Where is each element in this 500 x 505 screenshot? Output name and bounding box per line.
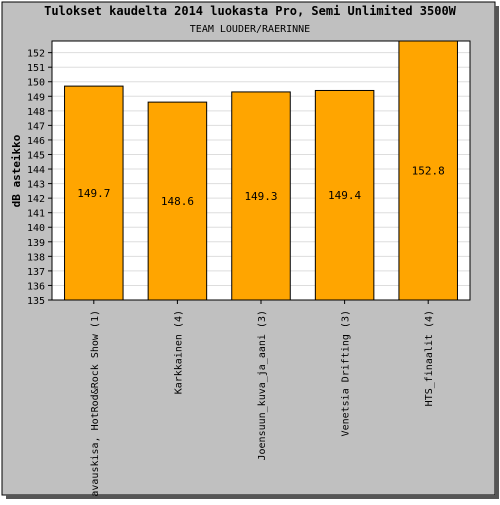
bar [231, 91, 291, 301]
y-tick-label: 147 [27, 121, 45, 132]
bar-value-label: 152.8 [412, 165, 445, 178]
bars-group: 149.7 148.6 149.3 149.4 152.8 [64, 40, 458, 301]
y-axis-label: dB asteikko [10, 134, 23, 207]
y-tick-label: 142 [27, 194, 45, 205]
chart-subtitle: TEAM LOUDER/RAERINNE [190, 24, 310, 35]
x-tick-label: Karkkainen (4) [173, 310, 184, 394]
y-tick-label: 146 [27, 136, 45, 147]
y-tick-label: 140 [27, 223, 45, 234]
bar [64, 85, 124, 301]
x-tick-label: Joensuun_kuva_ja_aani (3) [257, 310, 268, 461]
y-tick-label: 138 [27, 252, 45, 263]
y-tick-label: 135 [27, 296, 45, 307]
y-tick-label: 148 [27, 107, 45, 118]
y-tick-label: 136 [27, 281, 45, 292]
bar-value-label: 149.7 [77, 187, 110, 200]
y-tick-label: 149 [27, 92, 45, 103]
y-tick-label: 151 [27, 63, 45, 74]
bar [147, 101, 208, 301]
bar-value-label: 149.3 [244, 190, 277, 203]
y-tick-label: 139 [27, 238, 45, 249]
y-tick-label: 143 [27, 180, 45, 191]
y-tick-label: 152 [27, 49, 45, 60]
y-tick-label: 137 [27, 267, 45, 278]
x-tick-label: HTS_finaalit (4) [424, 310, 435, 406]
frame-shadow-bottom [6, 495, 499, 499]
y-tick-label: 145 [27, 150, 45, 161]
y-tick-label: 144 [27, 165, 45, 176]
chart-title: Tulokset kaudelta 2014 luokasta Pro, Sem… [44, 4, 457, 18]
x-tick-label: Venetsia Drifting (3) [341, 310, 352, 436]
frame-shadow-right [495, 6, 499, 498]
x-tick-label: avauskisa, HotRod&Rock Show (1) [90, 310, 101, 497]
y-tick-labels: 135 136 137 138 139 140 141 142 143 144 145 146 147 1… [27, 49, 52, 307]
y-tick-label: 150 [27, 78, 45, 89]
x-tick-labels: avauskisa, HotRod&Rock Show (1) Karkkaine… [90, 300, 435, 497]
bar-value-label: 148.6 [161, 195, 194, 208]
y-tick-label: 141 [27, 209, 45, 220]
bar-value-label: 149.4 [328, 189, 361, 202]
